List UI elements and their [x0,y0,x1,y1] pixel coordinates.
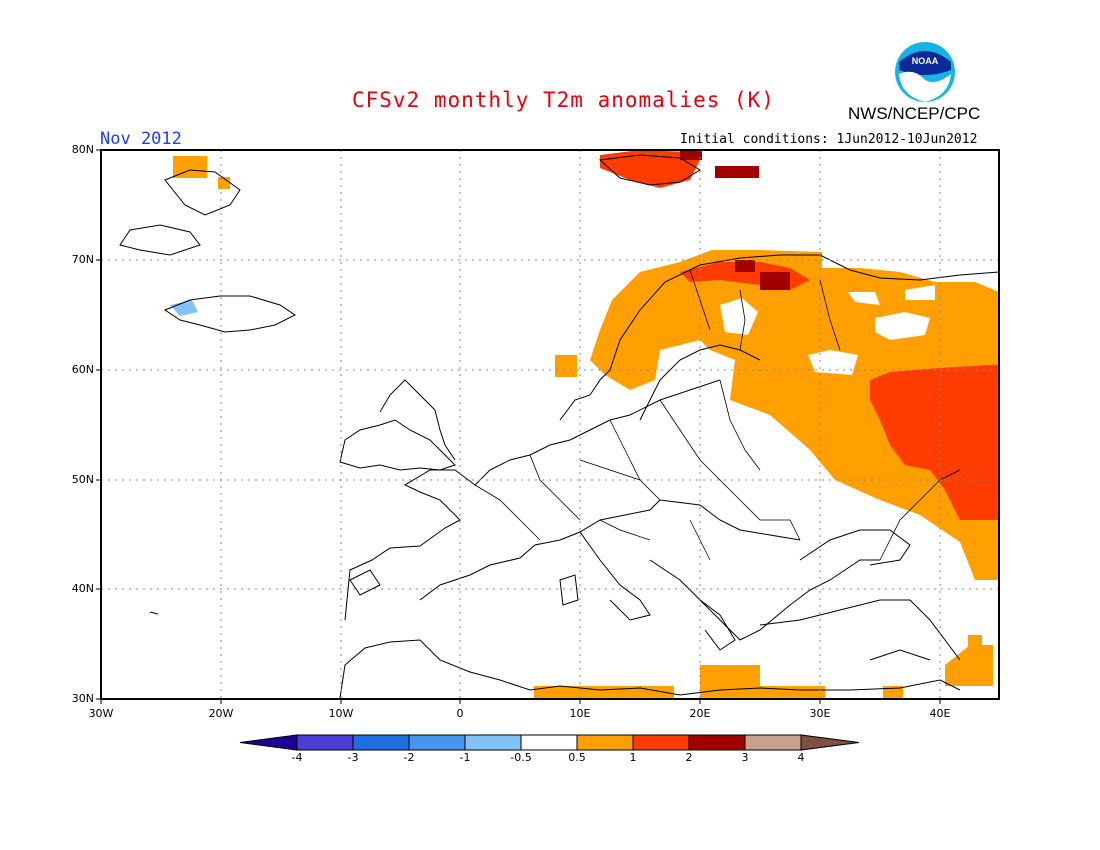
colorbar-label: -4 [291,751,303,764]
colorbar-label: 1 [629,751,637,764]
colorbar-label: -0.5 [510,751,532,764]
lon-label-40e: 40E [929,707,951,720]
lon-label-10w: 10W [328,707,354,720]
noaa-logo-icon: NOAA [895,42,955,102]
colorbar-label: 3 [741,751,749,764]
initial-conditions-label: Initial conditions: 1Jun2012-10Jun2012 [680,132,978,147]
lat-label-80n: 80N [71,143,94,156]
lon-label-30e: 30E [809,707,831,720]
graticule [101,150,999,699]
colorbar-label: -3 [347,751,359,764]
lat-label-70n: 70N [71,253,94,266]
colorbar-label: -1 [459,751,471,764]
map-frame [100,149,1000,700]
lat-label-60n: 60N [71,363,94,376]
lon-label-20e: 20E [689,707,711,720]
coastlines [119,154,999,699]
anomaly-fill-lightblue [170,300,198,316]
anomaly-fill-white [665,285,935,505]
axis-ticks [96,149,941,704]
lon-label-20w: 20W [208,707,234,720]
agency-label: NWS/NCEP/CPC [848,104,981,123]
forecast-month-label: Nov 2012 [100,129,182,149]
colorbar-label: 0.5 [568,751,586,764]
colorbar-label: -2 [403,751,415,764]
lat-label-50n: 50N [71,473,94,486]
lat-label-40n: 40N [71,582,94,595]
colorbar-label: 4 [797,751,805,764]
anomaly-fill-orange [173,156,999,699]
map-title: CFSv2 monthly T2m anomalies (K) [352,88,775,112]
noaa-logo-text: NOAA [912,56,939,66]
lon-label-0: 0 [456,707,464,720]
lon-label-10e: 10E [569,707,591,720]
lat-label-30n: 30N [71,692,94,705]
anomaly-fill-darkred [680,150,790,290]
colorbar-label: 2 [685,751,693,764]
lon-label-30w: 30W [88,707,114,720]
